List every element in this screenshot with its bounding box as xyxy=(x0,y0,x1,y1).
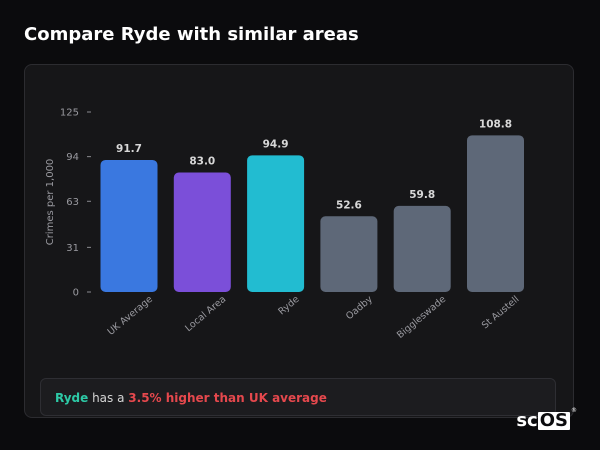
y-tick-label: 63 xyxy=(66,197,79,208)
bar-biggleswade xyxy=(393,205,451,292)
logo-text-sc: sc xyxy=(516,410,538,431)
summary-area-name: Ryde xyxy=(55,391,89,405)
summary-difference: 3.5% higher than UK average xyxy=(128,391,327,405)
bar-uk-average xyxy=(100,159,158,292)
bar-st-austell xyxy=(467,135,524,292)
chart-card: Crimes per 1,000 0 31 63 94 125 91.7 UK Average… xyxy=(24,64,574,418)
bar-ryde xyxy=(247,155,305,292)
y-tick-label: 31 xyxy=(66,243,79,254)
page-title: Compare Ryde with similar areas xyxy=(24,24,359,45)
y-axis-label: Crimes per 1,000 xyxy=(45,159,56,246)
bar-oadby xyxy=(320,216,378,292)
y-tick-label: 0 xyxy=(73,288,79,299)
data-label: 94.9 xyxy=(263,138,289,150)
data-label: 59.8 xyxy=(409,189,435,201)
y-tick-label: 125 xyxy=(60,108,79,119)
summary-box: Ryde has a 3.5% higher than UK average xyxy=(40,378,556,416)
x-tick-label: UK Average xyxy=(106,294,155,338)
x-tick-label: Ryde xyxy=(276,294,301,318)
x-tick-label: Biggleswade xyxy=(395,294,448,341)
logo-text-os: OS xyxy=(537,410,570,431)
summary-text: has a xyxy=(88,391,129,405)
x-tick-label: Local Area xyxy=(183,294,228,334)
logo-registered-mark: ® xyxy=(571,407,577,414)
x-tick-label: Oadby xyxy=(344,294,375,323)
bar-chart: Crimes per 1,000 0 31 63 94 125 91.7 UK Average… xyxy=(45,108,524,341)
x-tick-label: St Austell xyxy=(480,294,522,331)
scos-logo: sc OS ® xyxy=(516,407,577,431)
data-label: 83.0 xyxy=(189,155,215,167)
y-tick-label: 94 xyxy=(66,152,79,163)
data-label: 108.8 xyxy=(479,118,512,130)
bar-local-area xyxy=(173,172,231,292)
data-label: 52.6 xyxy=(336,199,362,211)
data-label: 91.7 xyxy=(116,143,142,155)
